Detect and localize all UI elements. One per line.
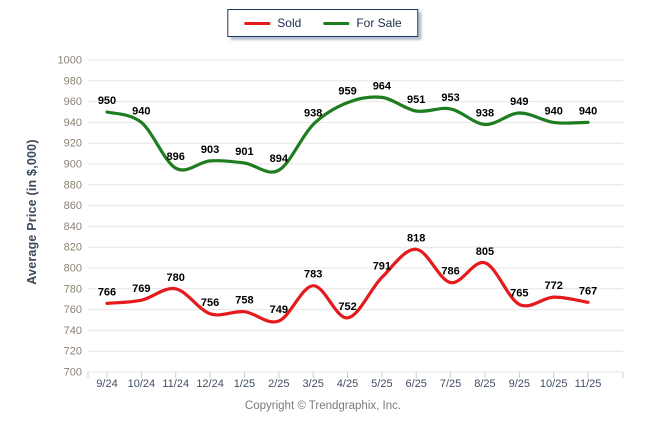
svg-text:760: 760 (64, 304, 82, 316)
svg-text:720: 720 (64, 346, 82, 358)
svg-text:2/25: 2/25 (268, 378, 289, 390)
legend-label-for-sale: For Sale (356, 16, 402, 30)
copyright-text: Copyright © Trendgraphix, Inc. (244, 400, 402, 412)
series-sold-data-labels: 766 769 780 756 758 749 783 752 791 818 786 805 765 7… (98, 232, 597, 316)
svg-text:880: 880 (64, 179, 82, 191)
svg-text:749: 749 (270, 304, 288, 316)
svg-text:9/24: 9/24 (96, 378, 117, 390)
svg-text:756: 756 (201, 297, 219, 309)
svg-text:894: 894 (270, 153, 289, 165)
svg-text:938: 938 (476, 107, 494, 119)
for-sale-line-swatch (323, 21, 350, 25)
svg-text:791: 791 (373, 260, 391, 272)
svg-text:818: 818 (407, 232, 425, 244)
svg-text:6/25: 6/25 (406, 378, 427, 390)
y-axis-labels: 700 720 740 760 780 800 820 840 860 880 900 920 940 9… (58, 55, 82, 379)
svg-text:758: 758 (235, 295, 253, 307)
svg-text:901: 901 (235, 146, 253, 158)
svg-text:940: 940 (579, 105, 597, 117)
svg-text:700: 700 (64, 367, 82, 379)
svg-text:769: 769 (132, 283, 150, 295)
svg-text:4/25: 4/25 (337, 378, 358, 390)
svg-text:783: 783 (304, 269, 322, 281)
svg-text:940: 940 (545, 105, 563, 117)
svg-text:765: 765 (510, 287, 528, 299)
legend-item-for-sale: For Sale (323, 16, 402, 30)
chart-legend: Sold For Sale (227, 9, 419, 37)
svg-text:1/25: 1/25 (234, 378, 255, 390)
svg-text:12/24: 12/24 (196, 378, 224, 390)
svg-text:953: 953 (441, 92, 459, 104)
svg-text:1000: 1000 (58, 55, 82, 67)
svg-text:5/25: 5/25 (371, 378, 392, 390)
legend-item-sold: Sold (244, 16, 301, 30)
svg-text:766: 766 (98, 286, 116, 298)
svg-text:772: 772 (545, 280, 563, 292)
svg-text:964: 964 (373, 80, 392, 92)
svg-text:940: 940 (64, 117, 82, 129)
legend-label-sold: Sold (277, 16, 302, 30)
sold-line-swatch (244, 21, 271, 25)
svg-text:820: 820 (64, 242, 82, 254)
svg-text:3/25: 3/25 (302, 378, 323, 390)
svg-text:9/25: 9/25 (509, 378, 530, 390)
svg-text:980: 980 (64, 75, 82, 87)
svg-text:11/24: 11/24 (162, 378, 189, 390)
svg-text:840: 840 (64, 221, 82, 233)
svg-text:7/25: 7/25 (440, 378, 461, 390)
svg-text:900: 900 (64, 159, 82, 171)
svg-text:949: 949 (510, 96, 528, 108)
x-axis-labels: 9/24 10/24 11/24 12/24 1/25 2/25 3/25 4/25 5/25 6… (96, 378, 601, 390)
svg-text:950: 950 (98, 95, 116, 107)
svg-text:800: 800 (64, 263, 82, 275)
svg-text:767: 767 (579, 285, 597, 297)
series-for-sale-data-labels: 950 940 896 903 901 894 938 959 964 951 953 938 949 9… (98, 80, 597, 165)
svg-text:10/24: 10/24 (128, 378, 156, 390)
svg-text:740: 740 (64, 325, 82, 337)
svg-text:860: 860 (64, 200, 82, 212)
svg-text:938: 938 (304, 107, 322, 119)
svg-text:780: 780 (64, 283, 82, 295)
svg-text:10/25: 10/25 (540, 378, 568, 390)
svg-text:805: 805 (476, 246, 494, 258)
svg-text:959: 959 (338, 86, 356, 98)
x-axis-ticks (87, 372, 624, 378)
svg-text:752: 752 (338, 301, 356, 313)
y-axis-title: Average Price (in $,000) (25, 139, 39, 285)
svg-text:896: 896 (167, 151, 185, 163)
svg-text:786: 786 (441, 266, 459, 278)
svg-text:8/25: 8/25 (474, 378, 495, 390)
svg-text:951: 951 (407, 94, 425, 106)
svg-text:920: 920 (64, 138, 82, 150)
gridlines (88, 59, 623, 373)
series-for-sale-line (105, 95, 590, 174)
svg-text:780: 780 (167, 272, 185, 284)
svg-text:940: 940 (132, 105, 150, 117)
svg-text:903: 903 (201, 144, 219, 156)
series-sold-line (105, 247, 590, 324)
svg-text:960: 960 (64, 96, 82, 108)
svg-text:11/25: 11/25 (575, 378, 602, 390)
